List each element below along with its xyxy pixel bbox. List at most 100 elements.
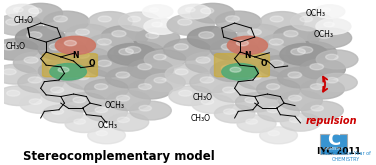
Circle shape <box>43 11 89 32</box>
Circle shape <box>15 27 66 49</box>
Text: OCH₃: OCH₃ <box>313 30 333 39</box>
Circle shape <box>267 107 280 113</box>
Circle shape <box>280 44 328 65</box>
Circle shape <box>6 4 38 19</box>
Circle shape <box>248 52 261 58</box>
Circle shape <box>321 8 331 12</box>
Circle shape <box>24 57 38 63</box>
Circle shape <box>221 65 236 71</box>
Circle shape <box>201 99 214 104</box>
Circle shape <box>139 105 152 111</box>
Circle shape <box>185 8 195 12</box>
Text: Stereocomplementary model: Stereocomplementary model <box>23 150 215 163</box>
Circle shape <box>230 67 241 72</box>
Circle shape <box>169 86 212 106</box>
FancyBboxPatch shape <box>42 54 97 77</box>
Circle shape <box>27 32 42 38</box>
Circle shape <box>29 8 42 14</box>
Circle shape <box>260 12 304 31</box>
Circle shape <box>94 84 108 90</box>
Circle shape <box>58 67 69 72</box>
Circle shape <box>211 60 259 82</box>
Circle shape <box>237 24 283 45</box>
Circle shape <box>260 127 297 144</box>
Text: OCH₃: OCH₃ <box>306 9 326 18</box>
Circle shape <box>214 105 255 123</box>
Circle shape <box>326 78 338 83</box>
Circle shape <box>55 36 96 54</box>
Circle shape <box>164 39 211 60</box>
Circle shape <box>14 52 61 73</box>
Circle shape <box>136 28 180 48</box>
Circle shape <box>128 16 141 22</box>
Circle shape <box>108 113 149 131</box>
Text: C: C <box>327 131 340 149</box>
Circle shape <box>85 79 129 99</box>
Circle shape <box>74 119 86 124</box>
Circle shape <box>317 73 357 92</box>
Circle shape <box>259 34 306 55</box>
Text: OCH₃: OCH₃ <box>97 121 117 130</box>
Circle shape <box>146 33 159 38</box>
Circle shape <box>52 109 64 114</box>
Circle shape <box>257 79 300 99</box>
Circle shape <box>138 84 152 90</box>
Circle shape <box>284 31 298 37</box>
Text: N: N <box>72 51 79 60</box>
Circle shape <box>196 57 210 63</box>
Circle shape <box>288 72 302 78</box>
Text: O: O <box>89 59 95 68</box>
Circle shape <box>0 64 37 84</box>
Circle shape <box>64 40 76 46</box>
Circle shape <box>269 60 284 66</box>
Circle shape <box>178 19 192 25</box>
Circle shape <box>152 22 162 27</box>
Text: International Year of
CHEMISTRY: International Year of CHEMISTRY <box>321 151 371 162</box>
Text: OCH₃: OCH₃ <box>105 101 125 110</box>
Text: N: N <box>244 51 251 60</box>
Circle shape <box>268 131 279 136</box>
Circle shape <box>280 113 321 131</box>
Circle shape <box>300 59 345 80</box>
Circle shape <box>308 28 352 48</box>
Circle shape <box>297 47 313 53</box>
Circle shape <box>199 32 214 38</box>
Circle shape <box>191 3 235 23</box>
Circle shape <box>248 74 261 80</box>
Circle shape <box>192 95 233 113</box>
Circle shape <box>138 64 152 70</box>
Circle shape <box>0 86 41 106</box>
Circle shape <box>65 115 104 132</box>
Circle shape <box>29 99 42 104</box>
Circle shape <box>215 11 261 32</box>
Circle shape <box>279 91 322 111</box>
Circle shape <box>310 64 324 70</box>
Circle shape <box>200 77 214 83</box>
Circle shape <box>190 72 235 93</box>
Circle shape <box>290 117 302 123</box>
Circle shape <box>116 72 130 78</box>
Circle shape <box>41 82 85 102</box>
Circle shape <box>300 79 344 99</box>
Circle shape <box>324 22 334 27</box>
Circle shape <box>267 84 280 90</box>
Circle shape <box>28 77 42 83</box>
Circle shape <box>221 44 236 50</box>
Circle shape <box>246 119 258 124</box>
Circle shape <box>174 44 188 50</box>
Circle shape <box>259 55 306 77</box>
Circle shape <box>223 109 236 114</box>
Circle shape <box>226 16 240 22</box>
Circle shape <box>88 12 132 31</box>
Circle shape <box>54 16 67 22</box>
Circle shape <box>288 95 302 101</box>
Circle shape <box>49 65 64 71</box>
Circle shape <box>0 14 42 35</box>
Circle shape <box>129 79 172 99</box>
Circle shape <box>49 44 64 50</box>
Circle shape <box>112 31 126 37</box>
Circle shape <box>144 18 179 34</box>
Circle shape <box>185 52 233 73</box>
Circle shape <box>258 103 299 122</box>
Circle shape <box>179 90 192 96</box>
